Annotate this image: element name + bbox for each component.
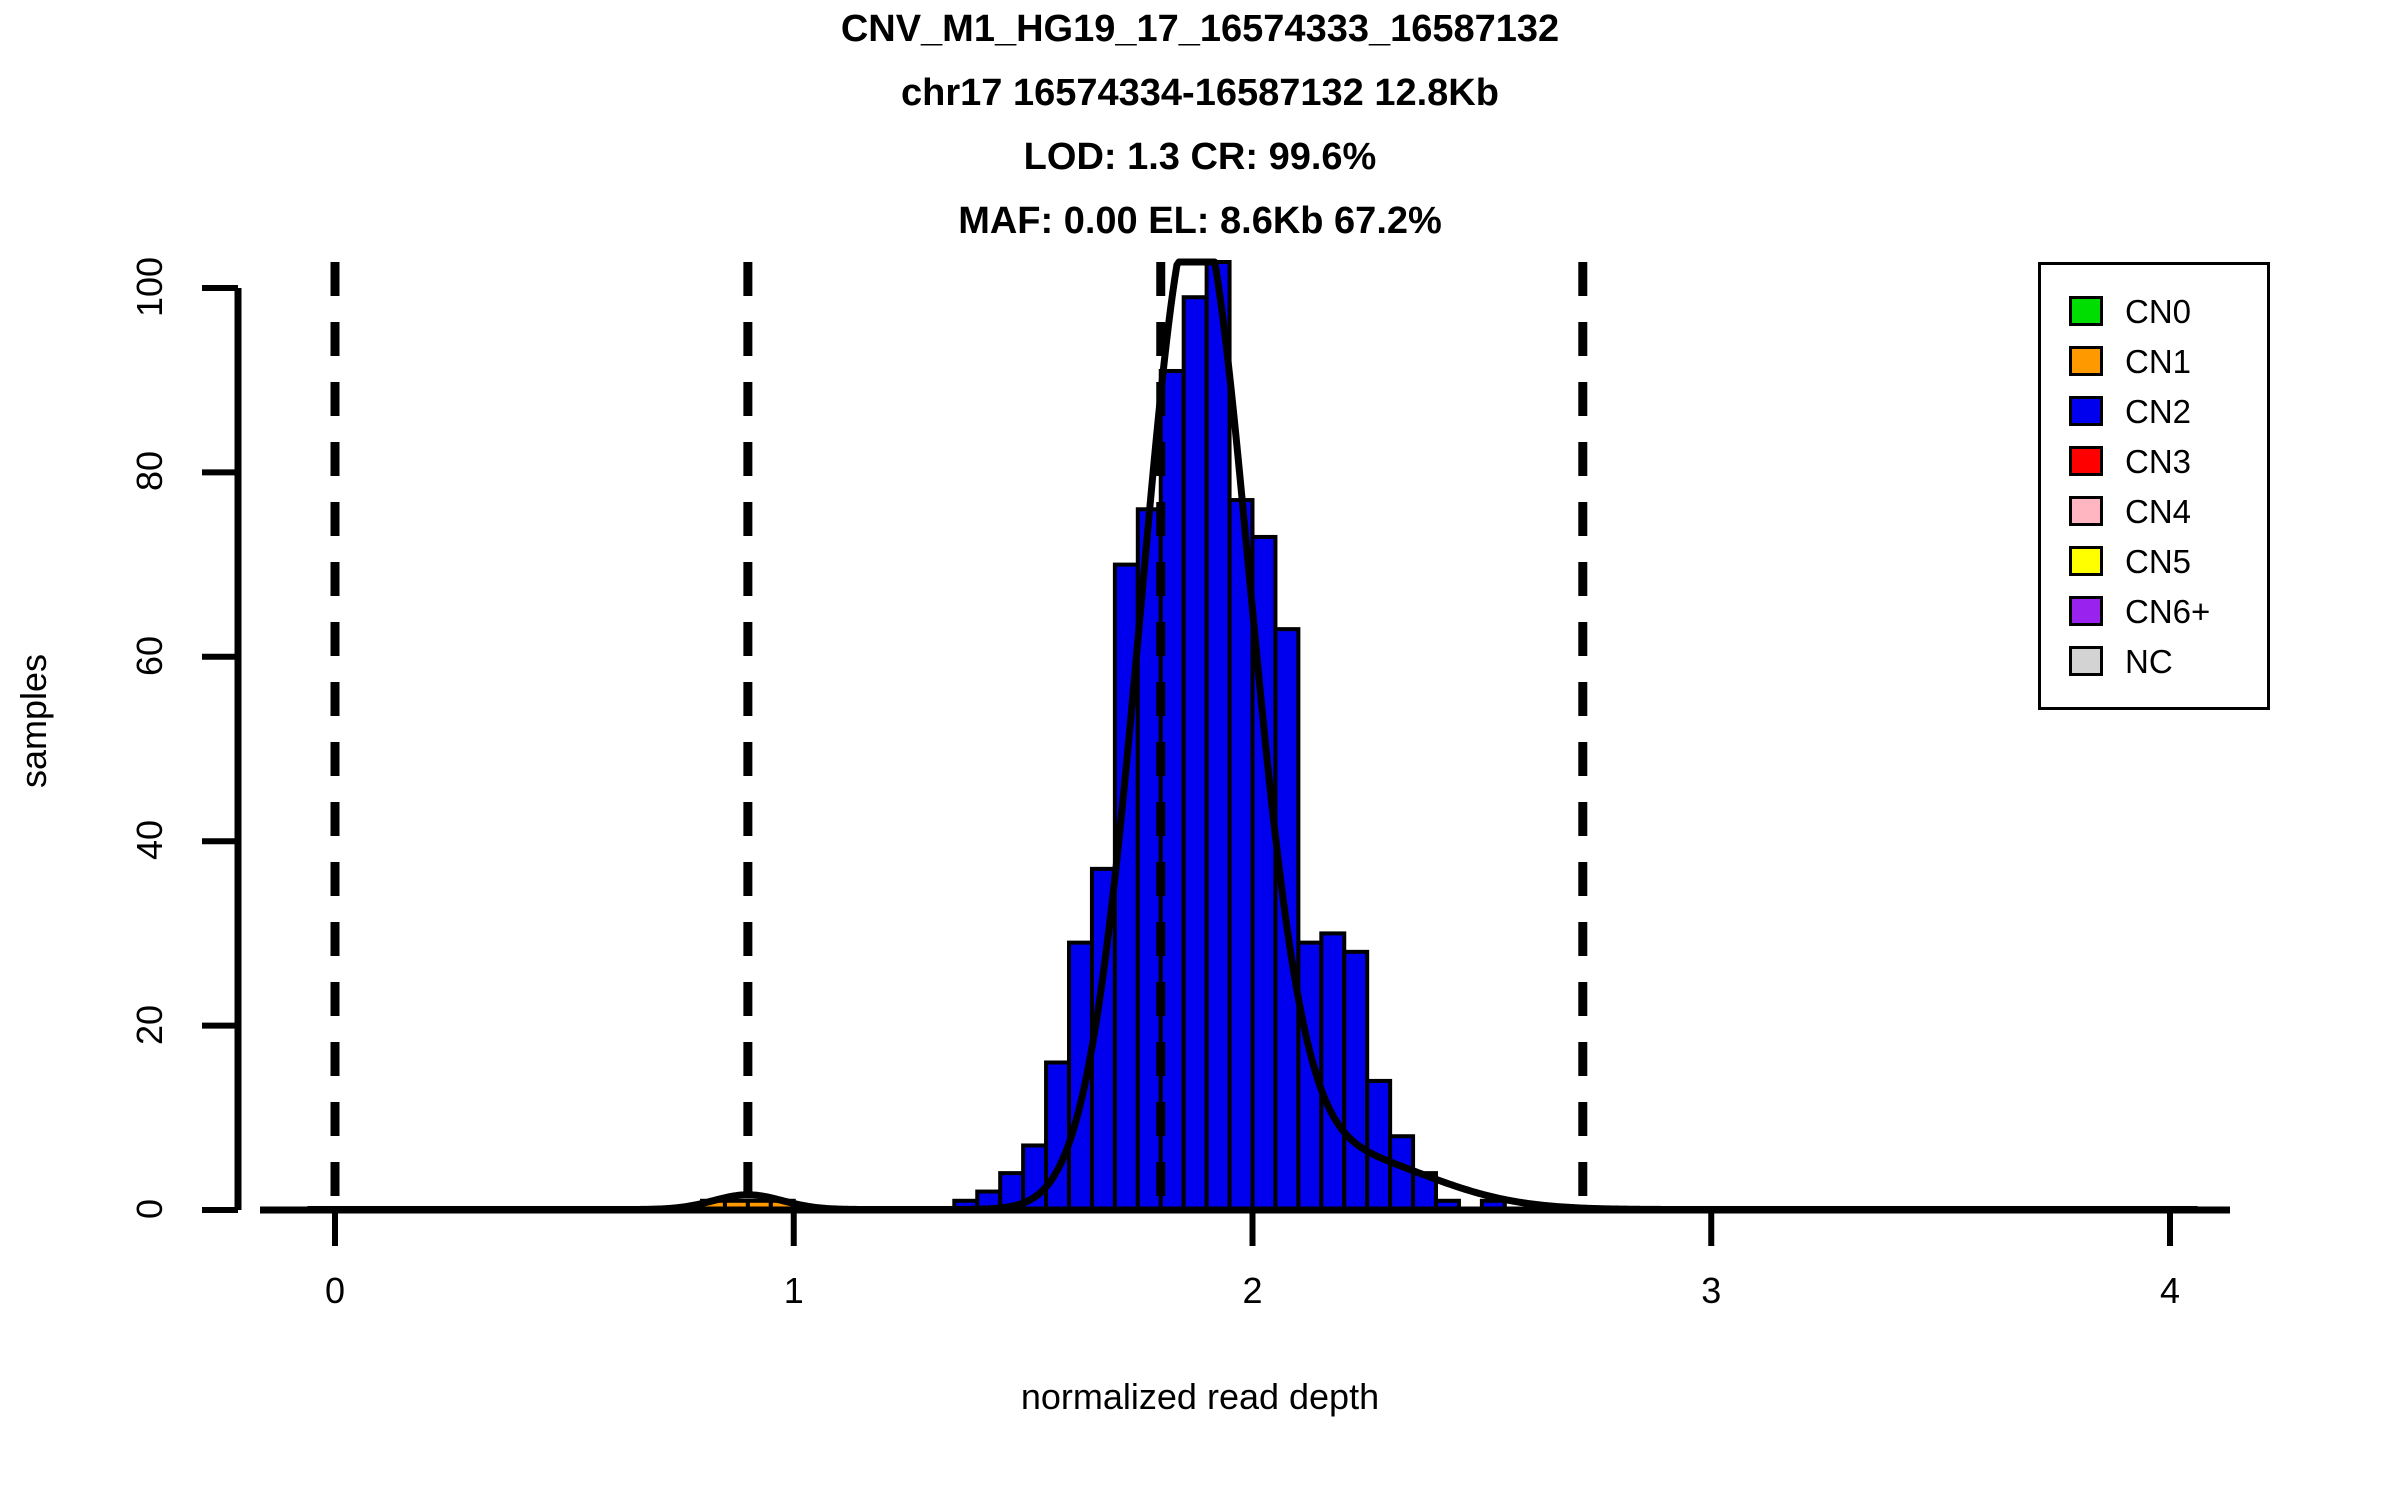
legend-color-swatch-icon — [2069, 296, 2103, 326]
y-tick-label: 60 — [129, 635, 170, 676]
y-tick-label: 20 — [129, 1004, 170, 1045]
histogram-bar — [1365, 1078, 1393, 1213]
x-tick-label: 0 — [324, 1270, 346, 1311]
legend-item-label: CN4 — [2125, 492, 2192, 530]
x-tick-label: 1 — [783, 1270, 804, 1311]
legend-item: CN4 — [2069, 491, 2191, 531]
legend-item-label: CN3 — [2125, 442, 2192, 480]
x-tick-label: 4 — [2159, 1270, 2181, 1311]
figure-title-line-3: LOD: 1.3 CR: 99.6% — [1023, 136, 1377, 178]
legend-color-swatch-icon — [2069, 446, 2103, 476]
x-tick-label: 3 — [1701, 1270, 1722, 1311]
legend-item: CN1 — [2069, 341, 2191, 381]
y-tick-label: 40 — [129, 820, 170, 861]
figure-title-line-1: CNV_M1_HG19_17_16574333_16587132 — [840, 8, 1560, 50]
histogram-bar — [1181, 295, 1209, 1213]
y-axis-label: samples — [13, 653, 54, 789]
legend-item-label: CN6+ — [2125, 592, 2211, 630]
legend-item: CN0 — [2069, 291, 2191, 331]
legend-color-swatch-icon — [2069, 646, 2103, 676]
legend-box: CN0 CN1 CN2 CN3 CN4 CN5 CN6+ NC — [2038, 262, 2270, 710]
legend-color-swatch-icon — [2069, 546, 2103, 576]
legend-item: CN3 — [2069, 441, 2191, 481]
figure-title-line-4: MAF: 0.00 EL: 8.6Kb 67.2% — [958, 200, 1442, 242]
reference-dashed-lines — [330, 262, 1588, 1210]
legend-item-label: CN1 — [2125, 342, 2192, 380]
figure-title-line-2: chr17 16574334-16587132 12.8Kb — [901, 72, 1499, 114]
histogram-bar — [1342, 949, 1370, 1213]
legend-item: CN2 — [2069, 391, 2191, 431]
legend-item: CN5 — [2069, 541, 2191, 581]
x-axis-label: normalized read depth — [1020, 1376, 1380, 1417]
legend-item-label: CN5 — [2125, 542, 2192, 580]
legend-item-label: NC — [2125, 642, 2173, 680]
legend-item-label: CN2 — [2125, 392, 2192, 430]
histogram-bar — [1204, 260, 1232, 1212]
axis-lines-and-ticks — [202, 285, 2230, 1246]
legend-color-swatch-icon — [2069, 346, 2103, 376]
y-tick-label: 0 — [129, 1198, 170, 1220]
histogram-bar — [1319, 931, 1347, 1213]
y-tick-label: 80 — [129, 451, 170, 492]
legend-item: NC — [2069, 641, 2173, 681]
legend-item: CN6+ — [2069, 591, 2210, 631]
legend-color-swatch-icon — [2069, 596, 2103, 626]
y-tick-label: 100 — [129, 256, 170, 318]
legend-color-swatch-icon — [2069, 496, 2103, 526]
x-tick-label: 2 — [1242, 1270, 1263, 1311]
legend-color-swatch-icon — [2069, 396, 2103, 426]
legend-item-label: CN0 — [2125, 292, 2192, 330]
histogram-bar — [1158, 368, 1186, 1213]
histogram-bars — [333, 260, 1507, 1213]
